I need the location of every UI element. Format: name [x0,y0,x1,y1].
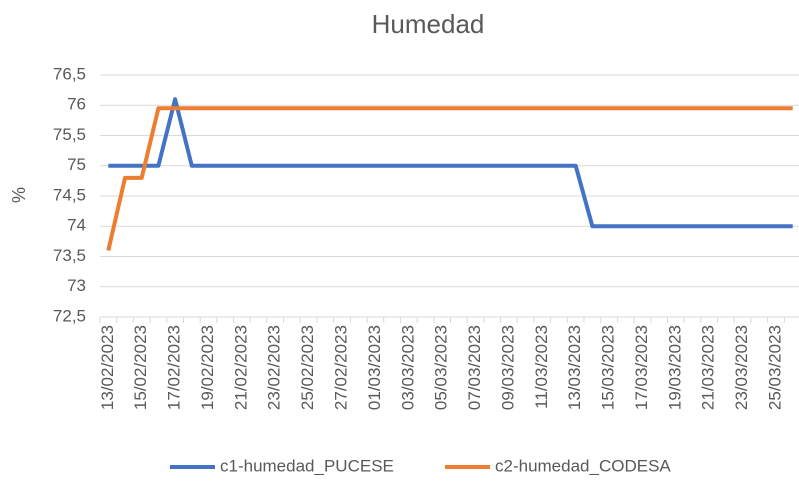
x-tick-label: 17/02/2023 [165,325,184,410]
x-tick-label: 25/03/2023 [765,325,784,410]
x-tick-label: 03/03/2023 [398,325,417,410]
y-tick-label: 75,5 [53,125,86,144]
y-tick-label: 74 [67,216,86,235]
y-tick-label: 72,5 [53,306,86,325]
data-line [108,97,793,229]
y-tick-label: 75 [67,155,86,174]
legend-label: c2-humedad_CODESA [495,456,671,475]
x-tick-label: 19/03/2023 [665,325,684,410]
x-tick-label: 05/03/2023 [432,325,451,410]
y-axis-label: % [9,187,29,203]
y-tick-label: 76 [67,95,86,114]
x-tick-label: 13/03/2023 [565,325,584,410]
y-tick-label: 73 [67,276,86,295]
x-tick-label: 17/03/2023 [632,325,651,410]
data-line [106,106,793,251]
x-tick-label: 19/02/2023 [198,325,217,410]
x-tick-label: 23/02/2023 [265,325,284,410]
y-tick-label: 76,5 [53,64,86,83]
x-tick-label: 07/03/2023 [465,325,484,410]
y-tick-label: 73,5 [53,246,86,265]
x-tick-label: 09/03/2023 [498,325,517,410]
chart-title: Humedad [372,9,485,39]
legend-label: c1-humedad_PUCESE [220,456,394,475]
x-tick-label: 21/02/2023 [231,325,250,410]
x-tick-label: 25/02/2023 [298,325,317,410]
x-tick-label: 01/03/2023 [365,325,384,410]
x-tick-label: 15/02/2023 [131,325,150,410]
x-tick-label: 27/02/2023 [331,325,350,410]
x-tick-label: 15/03/2023 [599,325,618,410]
x-tick-label: 13/02/2023 [98,325,117,410]
x-tick-label: 11/03/2023 [532,325,551,409]
y-tick-label: 74,5 [53,185,86,204]
x-tick-label: 21/03/2023 [699,325,718,410]
x-tick-label: 23/03/2023 [732,325,751,410]
